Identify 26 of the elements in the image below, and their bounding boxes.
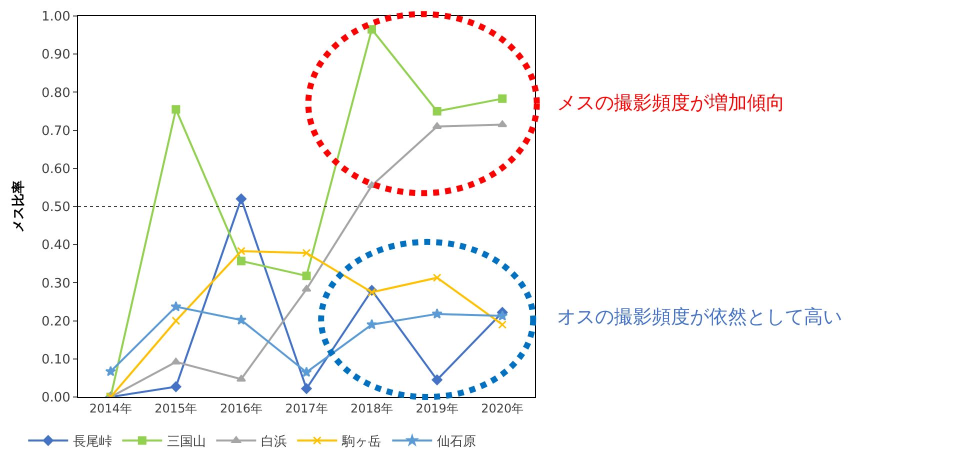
y-tick-label: 0.90	[41, 48, 70, 63]
x-tick-label: 2019年	[416, 401, 458, 416]
y-tick-label: 1.00	[41, 10, 70, 25]
legend-label: 仙石原	[437, 434, 476, 450]
legend-label: 三国山	[167, 434, 206, 450]
y-tick-label: 0.60	[41, 162, 70, 177]
x-tick-label: 2018年	[350, 401, 394, 416]
legend-label: 白浜	[261, 434, 288, 450]
x-tick-label: 2014年	[89, 401, 132, 416]
y-tick-label: 0.70	[41, 124, 70, 139]
x-tick-label: 2015年	[154, 401, 198, 416]
x-tick-label: 2017年	[285, 401, 328, 416]
y-tick-label: 0.40	[41, 238, 70, 254]
text: オスの撮影頻度が依然として高い	[557, 306, 842, 328]
x-tick-label: 2016年	[220, 401, 262, 416]
legend-label: 駒ヶ岳	[341, 434, 382, 450]
y-tick-label: 0.10	[41, 352, 70, 368]
text: メスの撮影頻度が増加傾向	[557, 92, 785, 114]
y-axis-title: メス比率	[10, 180, 26, 232]
x-tick-label: 2020年	[481, 401, 524, 416]
y-tick-label: 0.30	[41, 276, 70, 292]
y-tick-label: 0.00	[41, 390, 70, 406]
legend-label: 長尾峠	[73, 434, 112, 450]
y-tick-label: 0.20	[41, 314, 70, 330]
y-tick-label: 0.80	[41, 86, 70, 101]
y-tick-label: 0.50	[41, 200, 70, 216]
